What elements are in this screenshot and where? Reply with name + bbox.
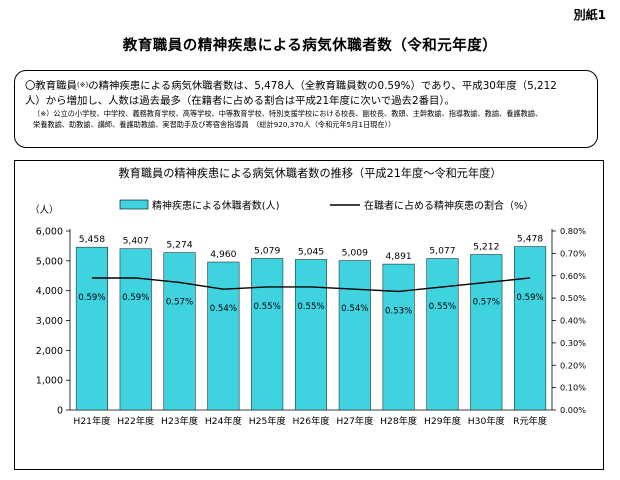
ratio-value-label: 0.59% xyxy=(516,293,543,303)
legend-swatch-bars xyxy=(119,199,149,210)
y-tick-label-left: 4,000 xyxy=(36,286,63,297)
x-tick-label: H22年度 xyxy=(117,415,154,427)
bar xyxy=(251,258,284,411)
attachment-label: 別紙1 xyxy=(573,8,606,22)
y-tick-label-right: 0.10% xyxy=(560,383,586,393)
y-tick-label-right: 0.70% xyxy=(560,248,586,258)
x-tick-label: H29年度 xyxy=(424,415,461,427)
ratio-value-label: 0.57% xyxy=(473,297,500,307)
bar-value-label: 5,045 xyxy=(298,246,324,257)
ratio-value-label: 0.54% xyxy=(341,304,368,314)
y-axis-unit: （人） xyxy=(30,204,59,216)
x-tick-label: H27年度 xyxy=(336,415,373,427)
x-tick-label: H24年度 xyxy=(205,415,242,427)
bar xyxy=(207,261,240,411)
x-tick-label: H28年度 xyxy=(380,415,417,427)
bar xyxy=(514,246,547,411)
y-tick-label-left: 0 xyxy=(57,406,63,417)
x-tick-label: H25年度 xyxy=(249,415,286,427)
y-tick-label-left: 5,000 xyxy=(36,256,63,267)
y-tick-label-right: 0.00% xyxy=(560,405,586,415)
bar-value-label: 4,960 xyxy=(210,249,236,260)
summary-line-1-b: の精神疾患による病気休職者数は、5,478人（全教育職員数の0.59%）であり、… xyxy=(88,80,557,92)
ratio-value-label: 0.59% xyxy=(122,293,149,303)
bar xyxy=(382,263,415,411)
bar xyxy=(119,248,152,411)
y-tick-label-right: 0.30% xyxy=(560,338,586,348)
ratio-value-label: 0.53% xyxy=(385,306,412,316)
ratio-value-label: 0.59% xyxy=(78,293,105,303)
y-tick-label-left: 6,000 xyxy=(36,227,63,238)
legend-label-bars: 精神疾患による休職者数(人) xyxy=(152,199,280,212)
bar xyxy=(163,252,196,411)
bar xyxy=(294,259,328,411)
summary-line-1-a: 〇教育職員 xyxy=(25,80,77,92)
y-tick-label-right: 0.80% xyxy=(560,226,586,236)
ratio-value-label: 0.55% xyxy=(297,302,324,312)
chart-title: 教育職員の精神疾患による病気休職者数の推移（平成21年度～令和元年度） xyxy=(118,166,501,180)
bar-value-label: 5,009 xyxy=(342,248,368,259)
bar-value-label: 5,274 xyxy=(166,240,192,251)
page-title: 教育職員の精神疾患による病気休職者数（令和元年度） xyxy=(122,38,498,54)
x-tick-label: H30年度 xyxy=(468,415,505,427)
y-tick-label-right: 0.40% xyxy=(560,316,586,326)
x-tick-label: R元年度 xyxy=(513,415,547,427)
bar xyxy=(75,246,108,411)
summary-line-2: 人）から増加し、人数は過去最多（在籍者に占める割合は平成21年度に次いで過去2番… xyxy=(25,95,455,107)
y-tick-label-left: 1,000 xyxy=(36,376,63,387)
y-tick-label-right: 0.50% xyxy=(560,293,586,303)
bar-value-label: 5,079 xyxy=(254,245,280,256)
summary-box: 〇教育職員(※)の精神疾患による病気休職者数は、5,478人（全教育職員数の0.… xyxy=(14,70,598,148)
summary-line-1: 〇教育職員(※)の精神疾患による病気休職者数は、5,478人（全教育職員数の0.… xyxy=(25,78,587,94)
ratio-value-label: 0.55% xyxy=(254,302,281,312)
x-tick-label: H26年度 xyxy=(293,415,330,427)
bar xyxy=(426,258,459,411)
summary-footnote-1: （※）公立の小学校、中学校、義務教育学校、高等学校、中等教育学校、特別支援学校に… xyxy=(33,109,543,118)
ratio-value-label: 0.54% xyxy=(210,304,237,314)
ratio-line xyxy=(91,277,531,293)
ratio-value-label: 0.55% xyxy=(429,302,456,312)
bar-value-label: 5,212 xyxy=(473,242,499,253)
x-tick-label: H23年度 xyxy=(161,415,198,427)
bar xyxy=(338,260,371,411)
y-tick-label-right: 0.20% xyxy=(560,360,586,370)
bar-value-label: 5,478 xyxy=(517,234,543,245)
summary-footnote-2: 栄養教諭、助教諭、講師、養護助教諭、実習助手及び寄宿舎指導員 （総計920,37… xyxy=(33,119,396,129)
legend-label-line: 在職者に占める精神疾患の割合（%） xyxy=(364,199,534,212)
bar-value-label: 5,407 xyxy=(123,236,149,247)
bar xyxy=(470,254,503,411)
chart-frame xyxy=(14,160,604,470)
y-tick-label-left: 2,000 xyxy=(36,346,63,357)
bar-value-label: 5,458 xyxy=(79,234,105,245)
y-tick-label-left: 3,000 xyxy=(36,316,63,327)
bar-value-label: 4,891 xyxy=(385,251,411,262)
summary-footnote-mark: (※) xyxy=(76,81,89,89)
ratio-value-label: 0.57% xyxy=(166,297,193,307)
x-tick-label: H21年度 xyxy=(73,415,110,427)
bar-value-label: 5,077 xyxy=(429,246,455,257)
y-tick-label-right: 0.60% xyxy=(560,271,586,281)
